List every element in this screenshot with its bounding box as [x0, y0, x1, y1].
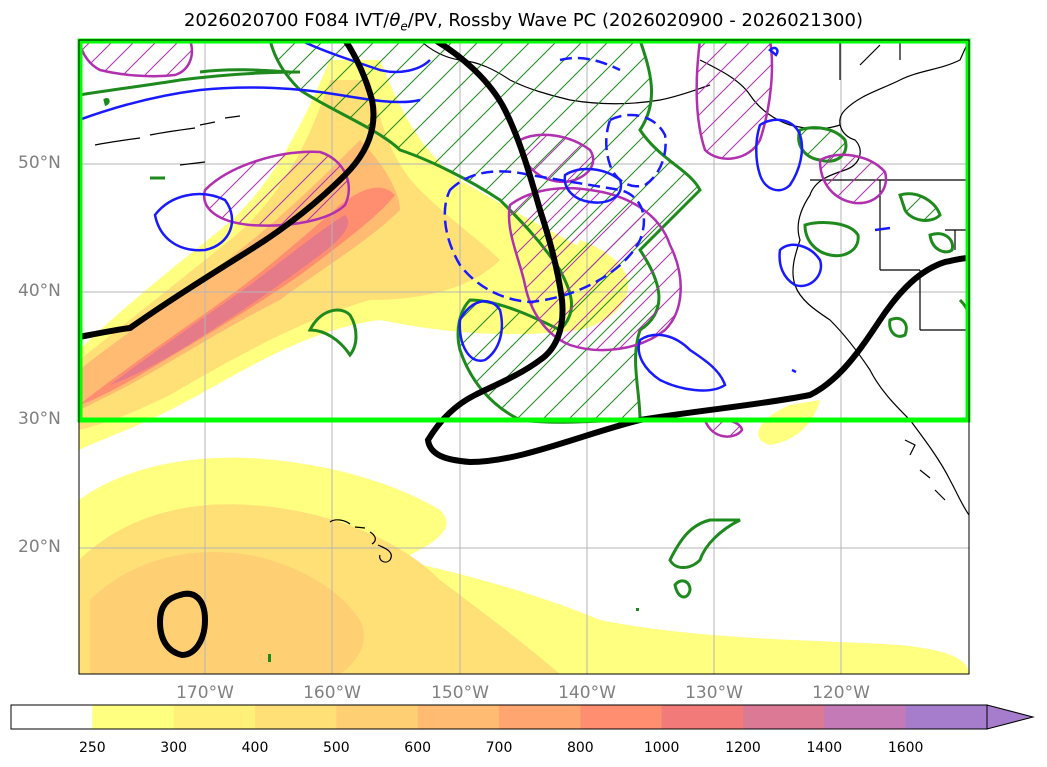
blue-dashed-contours	[443, 56, 667, 304]
ivt-shading-subtropical	[79, 457, 969, 674]
colorbar-frame	[10, 704, 988, 730]
map-title: 2026020700 F084 IVT/θe/PV, Rossby Wave P…	[0, 10, 1047, 34]
colorbar-segment	[92, 705, 175, 729]
colorbar-tick-label: 600	[404, 740, 432, 756]
colorbar-extend-arrow	[986, 704, 1035, 730]
title-prefix: 2026020700 F084 IVT/	[183, 10, 390, 31]
island-details	[268, 608, 639, 662]
colorbar-segment	[173, 705, 256, 729]
map-frame	[78, 39, 970, 675]
lat-label: 40°N	[18, 281, 61, 301]
colorbar-tick-label: 1200	[725, 740, 761, 756]
colorbar-tick-label: 700	[485, 740, 513, 756]
colorbar-segment	[743, 705, 825, 729]
colorbar-tick-label: 400	[241, 740, 269, 756]
theta-subscript: e	[400, 19, 408, 34]
lat-label: 20°N	[18, 537, 61, 557]
lat-label: 30°N	[18, 409, 61, 429]
lon-label: 130°W	[685, 683, 743, 703]
colorbar-segment	[417, 705, 500, 729]
rossby-region-box	[77, 38, 971, 423]
colorbar-segment	[255, 705, 337, 729]
lat-label: 50°N	[18, 153, 61, 173]
lon-label: 120°W	[812, 683, 870, 703]
lon-label: 160°W	[303, 683, 361, 703]
colorbar-tick-label: 1000	[643, 740, 680, 756]
colorbar-segment	[499, 705, 581, 729]
colorbar-segment	[11, 705, 93, 729]
colorbar-tick-label: 500	[322, 740, 350, 756]
colorbar-segment	[661, 705, 744, 729]
colorbar-segment	[336, 705, 419, 729]
magenta-hatched-regions	[79, 40, 888, 438]
green-contours	[79, 68, 969, 599]
lon-label: 140°W	[558, 683, 616, 703]
theta-symbol: θ	[389, 10, 401, 31]
colorbar-tick-label: 250	[78, 740, 106, 756]
blue-contours	[79, 40, 891, 392]
title-suffix: /PV, Rossby Wave PC (2026020900 - 202602…	[407, 10, 863, 31]
black-contours	[79, 40, 969, 659]
colorbar-segment	[905, 705, 988, 729]
colorbar-segment	[580, 705, 663, 729]
colorbar-segment	[824, 705, 907, 729]
colorbar-segments	[11, 705, 988, 729]
colorbar-tick-label: 800	[566, 740, 594, 756]
colorbar-tick-label: 1400	[806, 740, 843, 756]
lon-label: 170°W	[176, 683, 234, 703]
colorbar-tick-label: 300	[160, 740, 188, 756]
colorbar-tick-label: 1600	[887, 740, 924, 756]
colorbar	[10, 704, 1035, 730]
lon-label: 150°W	[431, 683, 489, 703]
